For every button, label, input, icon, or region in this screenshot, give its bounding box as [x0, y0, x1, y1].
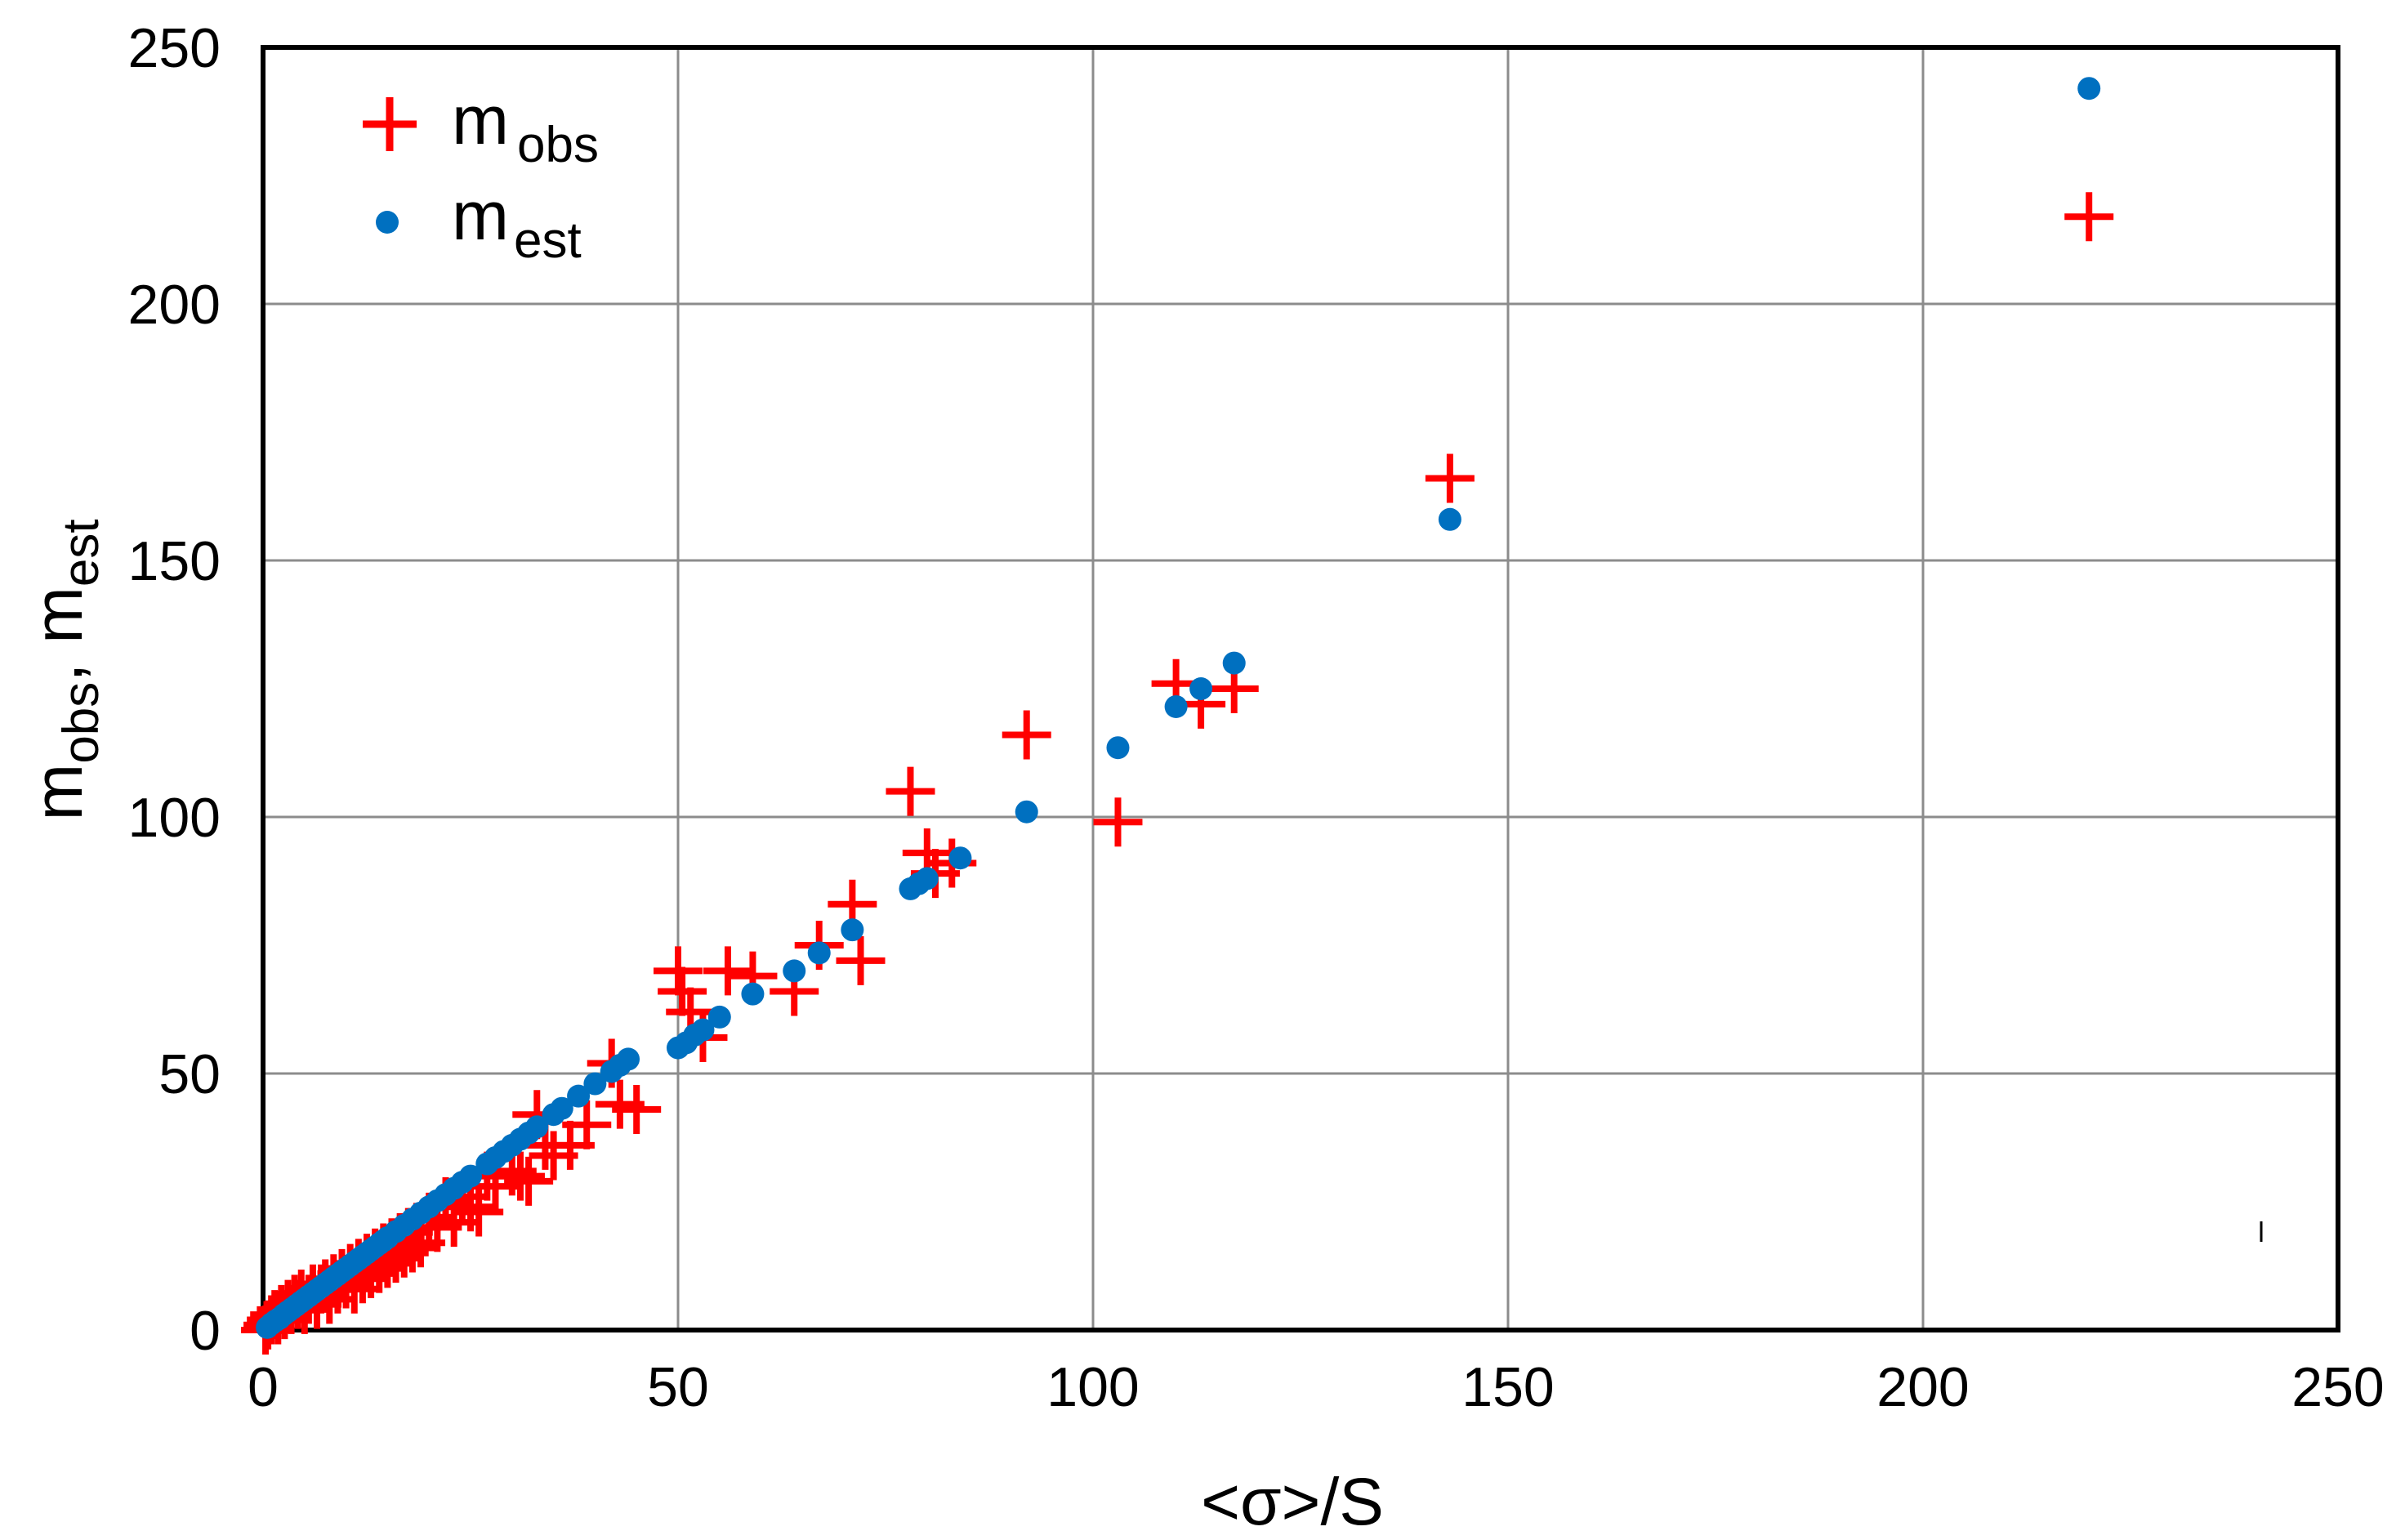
- legend-est-label: mest: [452, 177, 582, 269]
- x-tick-label: 250: [2291, 1356, 2384, 1418]
- obs-point: [654, 946, 703, 996]
- legend-est-name: m: [452, 177, 509, 254]
- est-point: [1015, 800, 1038, 824]
- y-tick-label: 150: [128, 530, 221, 592]
- obs-point: [886, 766, 935, 816]
- est-point: [617, 1047, 640, 1071]
- est-point: [807, 941, 831, 965]
- obs-point: [658, 966, 707, 1016]
- obs-point: [1425, 453, 1475, 503]
- est-point: [459, 1164, 482, 1188]
- legend-obs-sub: obs: [517, 117, 599, 173]
- x-tick-label: 0: [248, 1356, 279, 1418]
- y-axis-title-m1: m: [20, 764, 96, 821]
- y-tick-label: 200: [128, 274, 221, 336]
- obs-point: [1002, 710, 1051, 760]
- x-tick-label: 200: [1876, 1356, 1969, 1418]
- obs-point: [703, 946, 752, 996]
- obs-point: [1093, 797, 1143, 847]
- obs-point: [454, 1187, 504, 1237]
- est-point: [1222, 651, 1246, 675]
- obs-point: [562, 1100, 612, 1149]
- y-tick-label: 0: [190, 1300, 221, 1362]
- obs-point: [836, 935, 886, 985]
- est-point: [567, 1084, 591, 1108]
- m-est-series: [256, 77, 2101, 1339]
- obs-point: [2064, 192, 2114, 242]
- legend: m obs mest: [363, 82, 599, 269]
- est-point: [2077, 77, 2101, 100]
- legend-obs-marker: [363, 97, 417, 151]
- y-tick-label: 100: [128, 787, 221, 849]
- est-point: [525, 1115, 549, 1139]
- x-axis-tick-labels: 0 50 100 150 200 250: [248, 1356, 2385, 1418]
- obs-point: [504, 1156, 554, 1206]
- est-point: [915, 867, 939, 891]
- est-point: [1189, 677, 1213, 700]
- obs-point: [612, 1084, 662, 1134]
- y-axis-title: mobs, mest: [20, 519, 109, 820]
- x-axis-title: <σ>/S: [1201, 1465, 1384, 1539]
- est-point: [1164, 694, 1188, 718]
- y-axis-title-sep: , m: [20, 587, 96, 682]
- y-tick-label: 250: [128, 17, 221, 79]
- est-point: [583, 1072, 607, 1096]
- legend-obs-label: m obs: [452, 82, 599, 173]
- est-point: [841, 918, 864, 942]
- est-point: [783, 959, 806, 983]
- obs-point: [495, 1151, 545, 1201]
- legend-obs-name: m: [452, 82, 509, 158]
- x-tick-label: 50: [647, 1356, 709, 1418]
- obs-point: [446, 1182, 495, 1232]
- est-point: [1106, 736, 1130, 760]
- est-point: [707, 1005, 731, 1029]
- est-point: [948, 846, 972, 870]
- legend-est-sub: est: [514, 212, 582, 269]
- y-axis-tick-labels: 0 50 100 150 200 250: [128, 17, 221, 1362]
- x-tick-label: 150: [1461, 1356, 1554, 1418]
- est-point: [550, 1096, 573, 1120]
- plot-area-frame: [261, 45, 2340, 1332]
- est-point: [1438, 507, 1461, 531]
- legend-est-marker: [376, 211, 399, 234]
- y-tick-label: 50: [158, 1043, 221, 1105]
- y-axis-title-sub1: obs: [53, 682, 109, 764]
- x-tick-label: 100: [1046, 1356, 1139, 1418]
- y-axis-title-sub2: est: [53, 519, 109, 587]
- est-point: [691, 1018, 715, 1042]
- est-point: [741, 982, 765, 1006]
